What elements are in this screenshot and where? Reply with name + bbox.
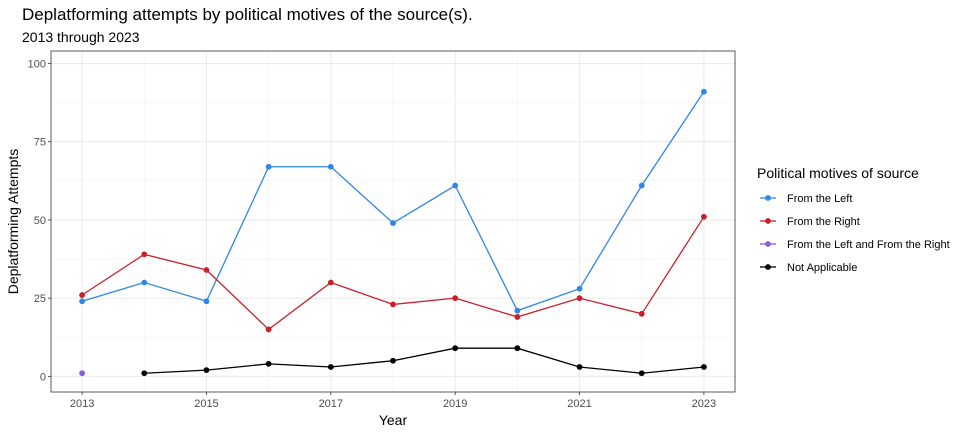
x-tick-label: 2019 (443, 398, 467, 410)
plot-panel-border (50, 50, 736, 393)
legend-key-point-not-applicable (765, 264, 771, 270)
legend-label-from-the-left: From the Left (787, 193, 852, 205)
data-point-not-applicable (638, 370, 645, 377)
x-axis: 2013 2015 2017 2019 2021 2023 (70, 392, 716, 410)
series-line-not-applicable (144, 347, 704, 374)
data-point-from-the-right (79, 292, 85, 298)
data-point-from-the-left (638, 182, 645, 189)
y-axis-title: Deplatforming Attempts (5, 149, 21, 295)
data-point-from-the-right (452, 295, 459, 302)
grid (51, 51, 735, 392)
x-tick-label: 2017 (319, 398, 343, 410)
legend-key-point-from-the-right (765, 218, 771, 224)
x-tick-label: 2013 (70, 398, 94, 410)
chart-title: Deplatforming attempts by political moti… (22, 5, 473, 24)
data-point-from-the-left (141, 279, 148, 286)
data-point-not-applicable (452, 345, 459, 352)
x-tick-label: 2015 (194, 398, 218, 410)
data-point-not-applicable (514, 345, 521, 352)
data-point-not-applicable (141, 370, 148, 377)
data-point-not-applicable (390, 357, 396, 364)
data-point-not-applicable (701, 364, 707, 370)
data-point-from-the-right (390, 301, 396, 308)
data-point-not-applicable (203, 367, 210, 374)
series-layer (79, 88, 707, 377)
x-tick-label: 2021 (567, 398, 591, 410)
legend-title: Political motives of source (757, 165, 919, 181)
y-tick-label: 75 (34, 137, 46, 149)
legend-label-from-the-right: From the Right (787, 216, 860, 228)
data-point-from-the-left (203, 298, 210, 305)
data-point-from-the-left (576, 285, 583, 292)
data-point-not-applicable (576, 364, 583, 370)
legend-key-point-from-the-left (765, 195, 771, 201)
data-point-not-applicable (327, 364, 334, 370)
legend-label-not-applicable: Not Applicable (787, 262, 857, 274)
data-point-from-the-left (701, 88, 707, 95)
legend-key-point-from-the-left-and-from-the-right (765, 241, 771, 247)
y-tick-label: 100 (28, 59, 46, 71)
data-point-from-the-right (141, 251, 148, 258)
y-tick-label: 0 (40, 371, 46, 383)
data-point-from-the-left (390, 220, 396, 226)
y-tick-label: 25 (34, 293, 46, 305)
data-point-from-the-right (327, 279, 334, 286)
data-point-from-the-right (638, 310, 645, 317)
chart-subtitle: 2013 through 2023 (22, 29, 140, 45)
data-point-from-the-right (203, 267, 210, 273)
y-axis: 0 25 50 75 100 (28, 59, 51, 383)
data-point-from-the-left (327, 163, 334, 170)
x-axis-title: Year (379, 412, 408, 428)
data-point-from-the-left (79, 298, 85, 305)
x-tick-label: 2023 (692, 398, 716, 410)
data-point-not-applicable (265, 360, 272, 367)
data-point-from-the-right (576, 295, 583, 302)
legend-label-from-the-left-and-from-the-right: From the Left and From the Right (787, 239, 950, 251)
data-point-from-the-right (701, 213, 707, 220)
data-point-from-the-left (265, 163, 272, 170)
data-point-from-the-right (265, 326, 272, 333)
data-point-from-the-left-and-from-the-right (79, 370, 85, 377)
legend: Political motives of source From the Lef… (757, 165, 950, 274)
data-point-from-the-right (514, 314, 521, 320)
data-point-from-the-left (514, 307, 521, 314)
y-tick-label: 50 (34, 215, 46, 227)
data-point-from-the-left (452, 182, 459, 189)
